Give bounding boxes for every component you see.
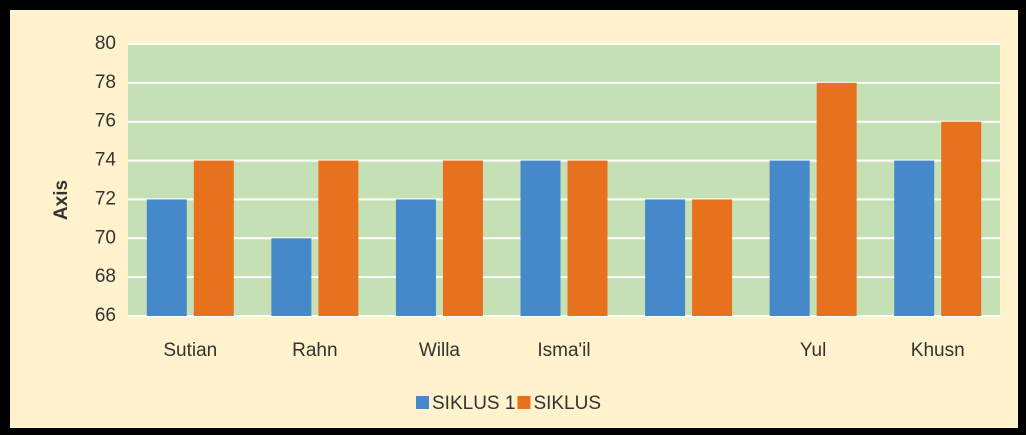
legend-label: SIKLUS 1 [432,393,515,414]
y-tick-label: 70 [95,227,116,248]
legend-swatch [416,396,429,409]
bar [769,160,810,316]
y-axis-label: Axis [51,180,72,220]
x-tick-label: Sutian [163,340,217,361]
bar [816,82,857,316]
plot-area [128,44,1000,316]
bar [146,199,187,316]
bar [193,160,234,316]
legend-label: SIKLUS [533,393,601,414]
y-tick-label: 68 [95,266,116,287]
bar [645,199,686,316]
legend-swatch [517,396,531,409]
bar [692,199,733,316]
bar [894,160,935,316]
x-tick-label: Rahn [292,340,337,361]
x-tick-label: Yul [800,340,826,361]
x-tick-label: Isma'il [537,340,590,361]
bar [318,160,359,316]
y-tick-label: 66 [95,305,116,326]
y-tick-label: 80 [95,33,116,54]
y-tick-label: 76 [95,111,116,132]
bar [395,199,436,316]
bar [567,160,608,316]
y-tick-label: 74 [95,150,117,171]
bar [271,238,312,316]
y-tick-label: 72 [95,188,116,209]
bar [941,121,982,316]
x-tick-label: Khusn [911,340,965,361]
y-tick-label: 78 [95,72,116,93]
bar [442,160,483,316]
bar [520,160,561,316]
x-tick-label: Willa [419,340,461,361]
